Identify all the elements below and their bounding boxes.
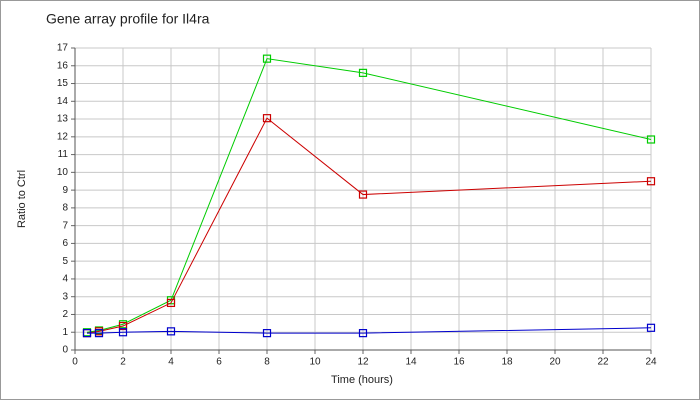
data-point (262, 54, 272, 63)
x-tick-label: 24 (645, 357, 657, 368)
y-tick-label: 6 (62, 238, 68, 249)
x-tick-label: 14 (405, 357, 417, 368)
y-tick-label: 5 (62, 256, 68, 267)
y-tick-label: 3 (62, 291, 68, 302)
y-tick-label: 10 (57, 167, 69, 178)
data-point (94, 329, 104, 338)
series-line (87, 327, 652, 334)
data-point (646, 177, 656, 186)
y-tick-label: 1 (62, 327, 68, 338)
series-line (86, 117, 652, 334)
y-tick-label: 17 (57, 43, 69, 54)
y-tick-label: 16 (57, 60, 69, 71)
y-tick-label: 7 (62, 220, 68, 231)
x-tick-label: 6 (216, 357, 222, 368)
data-point (166, 298, 176, 308)
y-tick-label: 0 (62, 345, 68, 356)
chart-title: Gene array profile for Il4ra (46, 11, 210, 27)
data-point (646, 135, 656, 144)
x-tick-label: 16 (453, 357, 465, 368)
series-line (86, 58, 652, 333)
y-axis-title: Ratio to Ctrl (16, 170, 28, 228)
data-point (646, 323, 656, 332)
data-point (118, 328, 128, 337)
data-point (262, 114, 272, 123)
y-tick-label: 12 (57, 131, 69, 142)
x-tick-label: 0 (72, 357, 78, 368)
y-tick-label: 2 (62, 309, 68, 320)
y-tick-label: 13 (57, 114, 69, 125)
x-tick-label: 18 (501, 357, 513, 368)
x-tick-label: 2 (120, 357, 126, 368)
y-tick-label: 4 (62, 274, 68, 285)
x-tick-label: 12 (357, 357, 369, 368)
data-point (358, 190, 368, 199)
y-tick-label: 14 (57, 96, 69, 107)
data-point (118, 321, 128, 331)
x-tick-label: 20 (549, 357, 561, 368)
x-tick-label: 8 (264, 357, 270, 368)
y-tick-label: 8 (62, 203, 68, 214)
data-point (82, 329, 92, 338)
x-tick-label: 4 (168, 357, 174, 368)
x-tick-label: 22 (597, 357, 609, 368)
x-axis-title: Time (hours) (331, 374, 393, 386)
y-tick-label: 15 (57, 78, 69, 89)
data-point (262, 329, 272, 338)
x-tick-label: 10 (309, 357, 321, 368)
data-point (358, 68, 368, 77)
y-tick-label: 9 (62, 185, 68, 196)
data-point (358, 329, 368, 338)
data-point (166, 327, 176, 336)
y-tick-label: 11 (58, 149, 69, 160)
